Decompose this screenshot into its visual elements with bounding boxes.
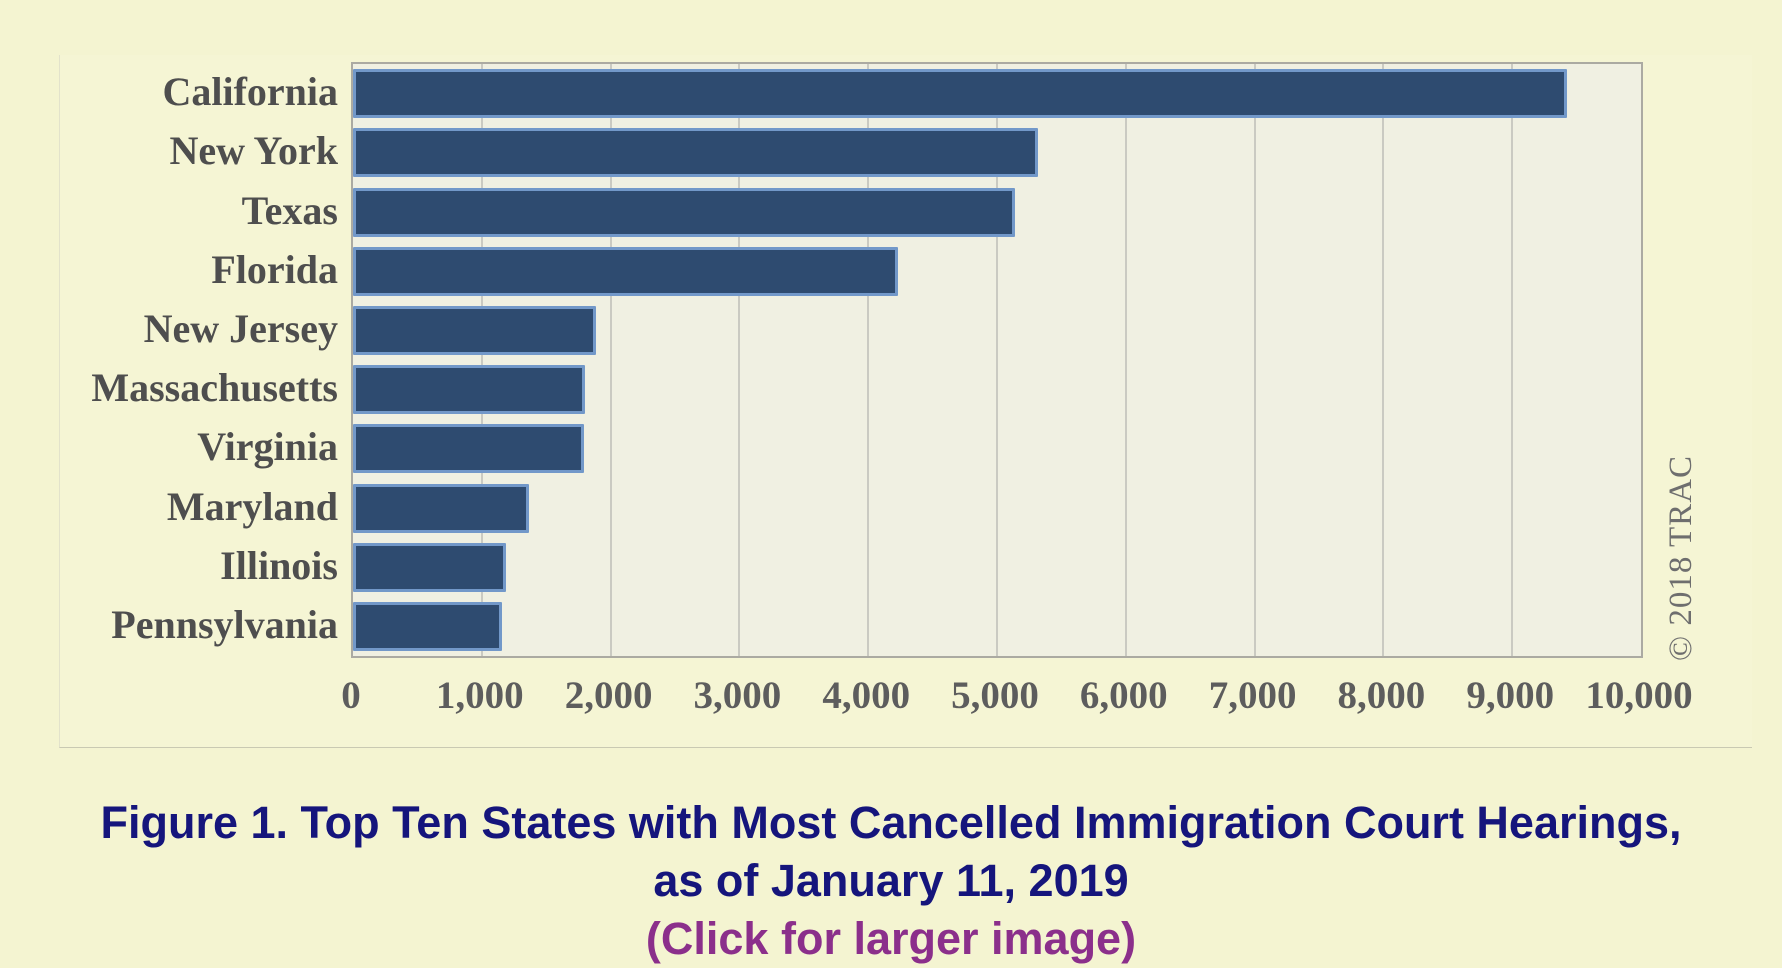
x-tick-label: 5,000 (951, 674, 1039, 717)
grid-line (609, 64, 612, 656)
bar-new-york (353, 128, 1039, 178)
caption-line1: Figure 1. Top Ten States with Most Cance… (100, 797, 1682, 848)
bar-rows (353, 64, 1641, 656)
grid-line (1124, 64, 1127, 656)
figure-caption: Figure 1. Top Ten States with Most Cance… (0, 794, 1782, 968)
state-label: Illinois (220, 542, 338, 588)
page: { "chart_data": { "type": "bar", "orient… (59, 55, 1752, 964)
bar-row (353, 301, 1641, 360)
x-axis: 0 1,000 2,000 3,000 4,000 5,000 6,000 7,000 8,00… (341, 673, 1692, 733)
state-label: Massachusetts (91, 365, 338, 411)
state-label: Pennsylvania (111, 601, 338, 647)
x-tick-label: 3,000 (693, 674, 782, 717)
x-tick-label: 8,000 (1337, 674, 1426, 717)
state-label: Maryland (166, 483, 338, 529)
bar-pennsylvania (353, 601, 503, 651)
bar-maryland (353, 483, 530, 533)
x-tick-label: 6,000 (1079, 674, 1168, 717)
state-label: Florida (211, 246, 338, 292)
bar-row (353, 538, 1641, 597)
grid-line (1382, 64, 1385, 656)
x-tick-label: 4,000 (822, 674, 911, 717)
bar-row (353, 360, 1641, 419)
x-tick-label: 10,000 (1585, 674, 1693, 717)
x-tick-label: 1,000 (435, 674, 524, 717)
bar-california (353, 69, 1567, 119)
x-tick-label: 7,000 (1208, 674, 1297, 717)
bar-row (353, 597, 1641, 656)
plot-area (351, 62, 1643, 658)
bar-florida (353, 246, 898, 296)
bar-massachusetts (353, 365, 585, 415)
bar-illinois (353, 542, 507, 592)
bar-row (353, 182, 1641, 241)
grid-line (480, 64, 483, 656)
bar-row (353, 478, 1641, 537)
y-axis-state-labels: California New York Texas Florida New Jersey… (60, 62, 338, 654)
x-tick-label: 9,000 (1466, 674, 1555, 717)
state-label: Texas (241, 187, 338, 233)
bar-row (353, 123, 1641, 182)
grid-line (867, 64, 870, 656)
bar-virginia (353, 424, 584, 474)
state-label: New Jersey (143, 305, 338, 351)
x-tick-label: 0 (341, 674, 361, 717)
state-label: New York (169, 128, 339, 174)
caption-line2: as of January 11, 2019 (653, 855, 1129, 906)
bar-texas (353, 187, 1016, 237)
copyright-watermark: © 2018 TRAC (1663, 455, 1699, 661)
grid-line (1511, 64, 1514, 656)
bar-row (353, 242, 1641, 301)
bar-row (353, 419, 1641, 478)
bar-row (353, 64, 1641, 123)
grid-line (1253, 64, 1256, 656)
grid-line (996, 64, 998, 656)
state-label: California (162, 69, 338, 115)
chart-figure: California New York Texas Florida New Jersey… (59, 55, 1752, 748)
state-label: Virginia (197, 424, 338, 470)
grid-line (738, 64, 741, 656)
x-tick-label: 2,000 (564, 674, 653, 717)
bar-new-jersey (353, 305, 597, 355)
click-for-larger-image-link[interactable]: (Click for larger image) (645, 913, 1137, 964)
